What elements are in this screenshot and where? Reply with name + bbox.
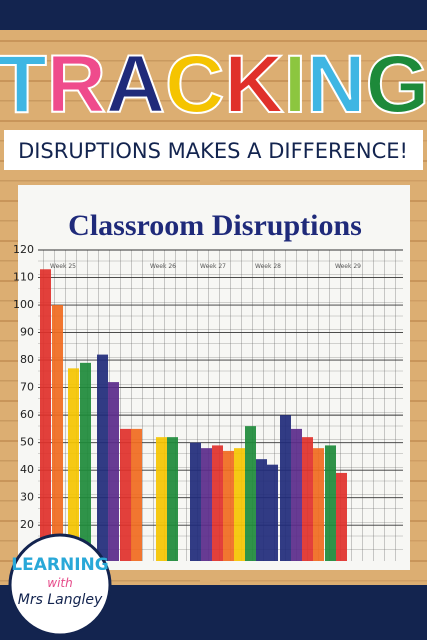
week-label: Week 28 — [255, 263, 281, 270]
y-tick-label: 40 — [20, 463, 34, 476]
bar — [302, 437, 313, 561]
bar — [97, 354, 108, 561]
logo-line2: with — [47, 576, 72, 590]
bar — [234, 448, 245, 561]
bar — [190, 442, 201, 561]
y-tick-label: 50 — [20, 436, 34, 449]
week-label: Week 26 — [150, 263, 176, 270]
week-label: Week 27 — [200, 263, 226, 270]
y-tick-label: 110 — [13, 271, 34, 284]
bar — [201, 448, 212, 561]
bar — [280, 415, 291, 561]
y-tick-label: 120 — [13, 243, 34, 256]
bar — [40, 269, 51, 561]
y-tick-label: 60 — [20, 408, 34, 421]
bar — [245, 426, 256, 561]
bar — [212, 445, 223, 561]
top-band — [0, 0, 427, 30]
bar — [336, 472, 347, 561]
logo-line1: LEARNING — [11, 555, 108, 575]
subtitle: DISRUPTIONS MAKES A DIFFERENCE! — [18, 139, 408, 163]
bar — [156, 437, 167, 561]
bar — [68, 368, 79, 561]
y-tick-label: 90 — [20, 326, 34, 339]
y-tick-label: 20 — [20, 518, 34, 531]
y-tick-label: 100 — [13, 298, 34, 311]
logo-line3: Mrs Langley — [18, 592, 103, 608]
week-label: Week 29 — [335, 263, 361, 270]
y-tick-label: 70 — [20, 381, 34, 394]
bar — [108, 382, 119, 561]
bar — [80, 362, 91, 561]
week-label: Week 25 — [50, 263, 76, 270]
subtitle-box — [4, 130, 423, 170]
y-tick-label: 80 — [20, 353, 34, 366]
bar — [167, 437, 178, 561]
bar — [120, 428, 131, 561]
page-title: TRACKING — [0, 39, 427, 130]
chart-title: Classroom Disruptions — [68, 209, 362, 242]
bar — [267, 464, 278, 561]
bar — [256, 459, 267, 561]
y-tick-label: 30 — [20, 491, 34, 504]
logo-circle — [8, 533, 112, 637]
bar — [291, 428, 302, 561]
bar — [52, 305, 63, 561]
bar — [223, 450, 234, 561]
bar — [325, 445, 336, 561]
bar — [313, 448, 324, 561]
bar — [131, 428, 142, 561]
